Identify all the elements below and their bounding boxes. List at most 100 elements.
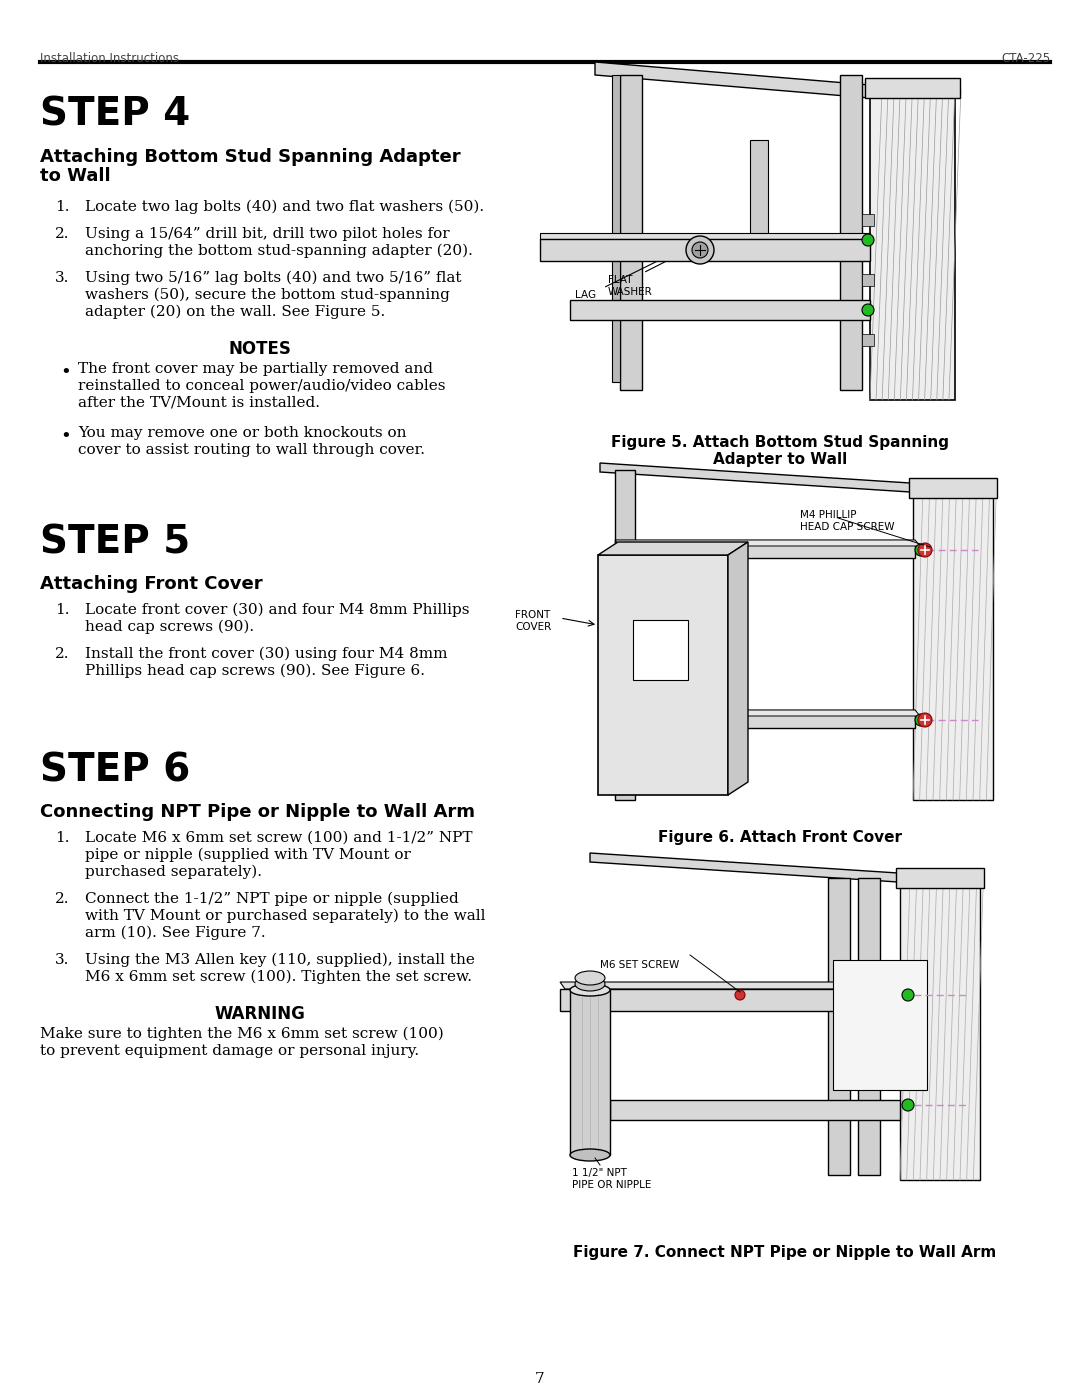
Bar: [828, 877, 850, 1175]
Bar: [612, 75, 620, 381]
Circle shape: [862, 305, 874, 316]
Text: washers (50), secure the bottom stud-spanning: washers (50), secure the bottom stud-spa…: [85, 288, 450, 302]
Text: M4 PHILLIP
HEAD CAP SCREW: M4 PHILLIP HEAD CAP SCREW: [800, 510, 894, 532]
Text: 1.: 1.: [55, 604, 69, 617]
Bar: [633, 620, 688, 680]
Text: STEP 6: STEP 6: [40, 752, 190, 789]
Text: Using the M3 Allen key (110, supplied), install the: Using the M3 Allen key (110, supplied), …: [85, 953, 475, 967]
Text: 2.: 2.: [55, 647, 69, 661]
Text: CTA-225: CTA-225: [1001, 52, 1050, 66]
Text: with TV Mount or purchased separately) to the wall: with TV Mount or purchased separately) t…: [85, 909, 486, 923]
Bar: [598, 555, 728, 795]
Polygon shape: [570, 300, 870, 320]
Text: 2.: 2.: [55, 893, 69, 907]
Bar: [913, 490, 993, 800]
Bar: [610, 1099, 900, 1120]
Circle shape: [686, 236, 714, 264]
Text: Figure 5. Attach Bottom Stud Spanning
Adapter to Wall: Figure 5. Attach Bottom Stud Spanning Ad…: [611, 434, 949, 468]
Bar: [561, 989, 900, 1011]
Bar: [615, 541, 915, 557]
Text: adapter (20) on the wall. See Figure 5.: adapter (20) on the wall. See Figure 5.: [85, 305, 386, 320]
FancyBboxPatch shape: [865, 78, 960, 98]
Text: pipe or nipple (supplied with TV Mount or: pipe or nipple (supplied with TV Mount o…: [85, 848, 410, 862]
Bar: [862, 274, 874, 286]
Text: NOTES: NOTES: [229, 339, 292, 358]
Text: Connecting NPT Pipe or Nipple to Wall Arm: Connecting NPT Pipe or Nipple to Wall Ar…: [40, 803, 475, 821]
Text: to prevent equipment damage or personal injury.: to prevent equipment damage or personal …: [40, 1044, 419, 1058]
Text: Locate two lag bolts (40) and two flat washers (50).: Locate two lag bolts (40) and two flat w…: [85, 200, 484, 214]
Text: Using a 15/64” drill bit, drill two pilot holes for: Using a 15/64” drill bit, drill two pilo…: [85, 226, 449, 242]
Text: to Wall: to Wall: [40, 168, 110, 184]
Circle shape: [735, 990, 745, 1000]
Text: M6 x 6mm set screw (100). Tighten the set screw.: M6 x 6mm set screw (100). Tighten the se…: [85, 970, 472, 985]
Text: purchased separately).: purchased separately).: [85, 865, 262, 879]
FancyBboxPatch shape: [909, 478, 997, 497]
Bar: [833, 960, 927, 1090]
Text: STEP 4: STEP 4: [40, 95, 190, 133]
Polygon shape: [540, 239, 870, 261]
Polygon shape: [728, 542, 748, 795]
Text: STEP 5: STEP 5: [40, 522, 190, 562]
Ellipse shape: [575, 971, 605, 985]
Circle shape: [692, 242, 708, 258]
Text: 7: 7: [536, 1372, 544, 1386]
Text: reinstalled to conceal power/audio/video cables: reinstalled to conceal power/audio/video…: [78, 379, 446, 393]
Text: Install the front cover (30) using four M4 8mm: Install the front cover (30) using four …: [85, 647, 447, 661]
Ellipse shape: [570, 1148, 610, 1161]
Bar: [615, 710, 915, 728]
Bar: [840, 75, 862, 390]
Polygon shape: [561, 982, 905, 989]
Text: •: •: [60, 427, 71, 446]
Text: LAG
BOLT: LAG BOLT: [575, 291, 600, 312]
Bar: [570, 990, 610, 1155]
Bar: [862, 334, 874, 346]
Text: anchoring the bottom stud-spanning adapter (20).: anchoring the bottom stud-spanning adapt…: [85, 244, 473, 258]
Polygon shape: [590, 854, 897, 882]
Text: 1.: 1.: [55, 831, 69, 845]
Text: arm (10). See Figure 7.: arm (10). See Figure 7.: [85, 926, 266, 940]
Polygon shape: [615, 541, 920, 546]
Text: The front cover may be partially removed and: The front cover may be partially removed…: [78, 362, 433, 376]
FancyBboxPatch shape: [896, 868, 984, 888]
Text: Figure 6. Attach Front Cover: Figure 6. Attach Front Cover: [658, 830, 902, 845]
Polygon shape: [600, 462, 910, 492]
Text: Installation Instructions: Installation Instructions: [40, 52, 179, 66]
Text: •: •: [60, 365, 71, 381]
Text: head cap screws (90).: head cap screws (90).: [85, 620, 254, 634]
Ellipse shape: [570, 983, 610, 996]
Text: Figure 7. Connect NPT Pipe or Nipple to Wall Arm: Figure 7. Connect NPT Pipe or Nipple to …: [573, 1245, 997, 1260]
Bar: [870, 89, 955, 400]
Bar: [858, 877, 880, 1175]
Text: M6 SET SCREW: M6 SET SCREW: [600, 960, 679, 970]
Text: Attaching Front Cover: Attaching Front Cover: [40, 576, 262, 592]
Bar: [620, 75, 642, 390]
Text: Make sure to tighten the M6 x 6mm set screw (100): Make sure to tighten the M6 x 6mm set sc…: [40, 1027, 444, 1041]
Bar: [862, 214, 874, 226]
Text: You may remove one or both knockouts on: You may remove one or both knockouts on: [78, 426, 406, 440]
Bar: [750, 140, 768, 239]
Circle shape: [918, 712, 932, 726]
Text: 1 1/2" NPT
PIPE OR NIPPLE: 1 1/2" NPT PIPE OR NIPPLE: [572, 1168, 651, 1190]
Text: Connect the 1-1/2” NPT pipe or nipple (supplied: Connect the 1-1/2” NPT pipe or nipple (s…: [85, 893, 459, 907]
Text: Using two 5/16” lag bolts (40) and two 5/16” flat: Using two 5/16” lag bolts (40) and two 5…: [85, 271, 461, 285]
Text: after the TV/Mount is installed.: after the TV/Mount is installed.: [78, 395, 320, 409]
Text: Locate front cover (30) and four M4 8mm Phillips: Locate front cover (30) and four M4 8mm …: [85, 604, 470, 617]
Text: WARNING: WARNING: [215, 1004, 306, 1023]
Bar: [900, 880, 980, 1180]
Circle shape: [902, 989, 914, 1002]
Text: cover to assist routing to wall through cover.: cover to assist routing to wall through …: [78, 443, 426, 457]
Polygon shape: [615, 710, 920, 717]
Circle shape: [915, 714, 927, 726]
Ellipse shape: [575, 977, 605, 990]
Text: FLAT
WASHER: FLAT WASHER: [608, 275, 652, 296]
Text: FRONT
COVER: FRONT COVER: [515, 610, 551, 631]
Text: 3.: 3.: [55, 953, 69, 967]
Text: 1.: 1.: [55, 200, 69, 214]
Text: 3.: 3.: [55, 271, 69, 285]
Polygon shape: [598, 542, 748, 555]
Circle shape: [862, 235, 874, 246]
Circle shape: [902, 1099, 914, 1111]
Text: 2.: 2.: [55, 226, 69, 242]
Circle shape: [918, 543, 932, 557]
Polygon shape: [595, 61, 870, 98]
